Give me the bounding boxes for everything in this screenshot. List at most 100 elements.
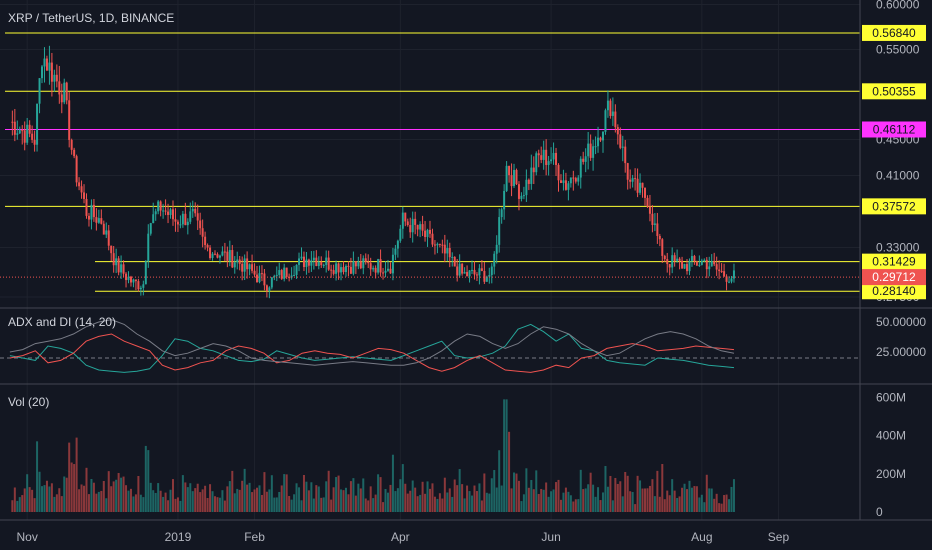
candle-body (325, 257, 328, 265)
price-tick-label: 0.55000 (876, 43, 920, 57)
volume-bar (488, 493, 491, 512)
volume-bar (676, 498, 679, 512)
volume-bar (493, 470, 496, 512)
volume-bar (369, 486, 372, 512)
volume-bar (280, 485, 283, 512)
volume-bar (83, 485, 86, 512)
candle-body (606, 100, 609, 111)
volume-bar (396, 488, 399, 512)
volume-bar (416, 496, 419, 512)
volume-bar (471, 495, 474, 512)
volume-bar (723, 495, 726, 512)
candle-body (621, 146, 624, 148)
candle-body (147, 233, 150, 262)
candle-body (648, 206, 651, 214)
volume-bar (258, 485, 261, 512)
volume-bar (11, 500, 14, 512)
candle-body (382, 272, 385, 274)
volume-bar (463, 498, 466, 512)
volume-bar (174, 498, 177, 512)
volume-pane[interactable] (11, 399, 735, 512)
volume-bar (503, 399, 506, 512)
candle-body (288, 276, 291, 278)
candle-body (129, 276, 132, 283)
volume-bar (409, 490, 412, 512)
volume-bar (122, 476, 125, 512)
candle-body (152, 214, 155, 224)
candle-body (275, 274, 278, 276)
volume-bar (260, 494, 263, 512)
volume-bar (592, 484, 595, 512)
volume-bar (604, 466, 607, 512)
volume-bar (542, 489, 545, 512)
price-scale[interactable]: 0.600000.550000.450000.410000.330000.275… (859, 0, 926, 520)
candle-body (110, 245, 113, 254)
candle-body (547, 161, 550, 165)
adx-pane[interactable] (0, 319, 860, 373)
volume-bar (342, 490, 345, 512)
volume-bar (317, 486, 320, 512)
volume-bar (384, 489, 387, 512)
volume-bar (68, 442, 71, 512)
candle-body (312, 257, 315, 261)
candle-body (683, 264, 686, 269)
volume-bar (270, 475, 273, 512)
volume-bar (322, 497, 325, 512)
candle-body (572, 177, 575, 179)
volume-bar (31, 489, 34, 512)
volume-bar (36, 441, 39, 512)
volume-bar (112, 481, 115, 512)
candle-body (624, 146, 627, 164)
volume-bar (377, 474, 380, 512)
volume-bar (658, 496, 661, 512)
candle-body (73, 149, 76, 157)
volume-bar (236, 488, 239, 512)
volume-bar (453, 479, 456, 512)
volume-bar (359, 488, 362, 512)
volume-bar (527, 487, 530, 512)
candle-body (426, 229, 429, 238)
candle-body (90, 204, 93, 220)
candle-body (522, 195, 525, 197)
volume-bar (584, 488, 587, 512)
time-scale[interactable]: Nov 2019 Feb Apr Jun Aug Sep (17, 530, 790, 544)
volume-bar (441, 498, 444, 512)
candle-body (411, 218, 414, 233)
volume-bar (246, 484, 249, 512)
candle-body (134, 279, 137, 282)
volume-bar (223, 500, 226, 512)
volume-bar (436, 498, 439, 512)
candle-body (399, 228, 402, 241)
volume-bar (414, 487, 417, 512)
volume-bar (678, 496, 681, 512)
price-pane[interactable] (0, 32, 860, 299)
volume-bar (619, 481, 622, 512)
candle-body (115, 258, 118, 266)
candle-body (65, 82, 68, 101)
candle-body (310, 260, 313, 266)
volume-bar (347, 494, 350, 512)
candle-body (100, 218, 103, 224)
candle-body (357, 261, 360, 267)
candle-body (70, 139, 73, 150)
volume-bar (337, 475, 340, 512)
candle-body (176, 221, 179, 225)
volume-bar (555, 482, 558, 512)
candle-body (555, 152, 558, 165)
candle-body (117, 258, 120, 273)
volume-bar (634, 504, 637, 512)
volume-bar (540, 488, 543, 512)
candle-body (196, 213, 199, 221)
volume-bar (16, 500, 19, 512)
candle-body (473, 269, 476, 275)
candle-body (429, 229, 431, 234)
time-tick-label: 2019 (165, 530, 192, 544)
price-level-badge (862, 24, 926, 41)
volume-bar (382, 502, 385, 512)
candle-body (223, 251, 226, 253)
current-price-label: 0.29712 (872, 270, 916, 284)
volume-bar (214, 496, 216, 512)
volume-bar (671, 479, 674, 512)
volume-bar (419, 494, 422, 512)
